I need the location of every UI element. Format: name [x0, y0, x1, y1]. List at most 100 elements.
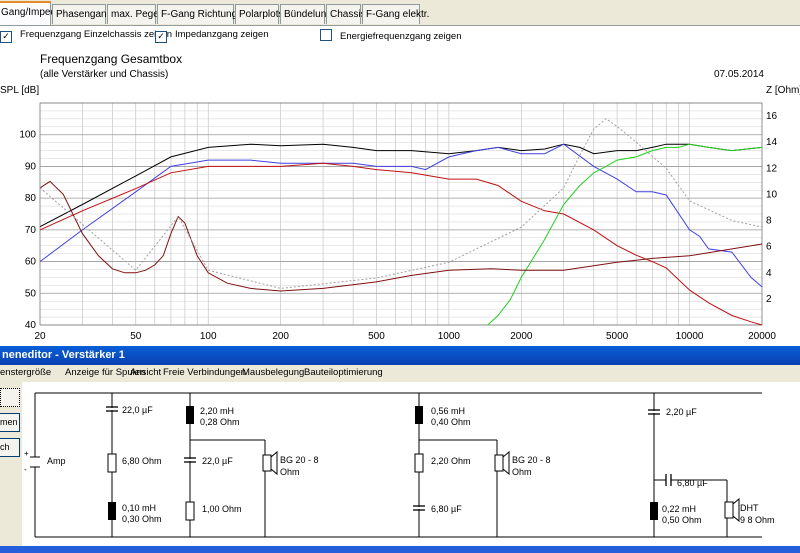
y2-tick-label: 2 — [766, 294, 772, 305]
y-tick-label: 90 — [25, 161, 37, 172]
series-line-bass2 — [39, 162, 763, 326]
circuit-wires — [30, 392, 762, 538]
chart-series — [39, 118, 763, 326]
capacitor-c1-gap — [108, 408, 116, 410]
checkbox-energiefrequenzgang-box[interactable] — [320, 29, 332, 41]
tab-f-gang-richtungen[interactable]: F-Gang Richtungen — [157, 4, 248, 24]
resistor-r3[interactable] — [414, 453, 424, 473]
driver2-name-label: BG 20 - 8 — [512, 455, 551, 465]
checkbox-energiefrequenzgang[interactable]: Energiefrequenzgang zeigen — [320, 29, 461, 42]
driver-dht[interactable] — [724, 497, 740, 523]
x-tick-label: 20000 — [748, 331, 776, 342]
r3-label: 2,20 Ohm — [431, 456, 471, 466]
c2-label: 22,0 µF — [202, 456, 233, 466]
tab-gang-imped[interactable]: Gang/Imped. — [0, 1, 59, 25]
capacitor-c2[interactable] — [184, 457, 196, 463]
checkbox-einzelchassis[interactable]: ✓ Frequenzgang Einzelchassis zeigen — [0, 29, 172, 43]
capacitor-c1[interactable] — [106, 406, 118, 412]
inductor-l4[interactable] — [650, 502, 658, 520]
editor-menu-bar: enstergröße Anzeige für Spulen Ansicht F… — [0, 365, 800, 381]
source-label: Amp — [47, 456, 66, 466]
capacitor-c4-gap — [650, 411, 658, 413]
side-button-3[interactable]: ch — [0, 438, 20, 457]
capacitor-c3-gap — [415, 507, 423, 509]
checkbox-einzelchassis-label: Frequenzgang Einzelchassis zeigen — [20, 29, 173, 40]
x-tick-label: 20 — [34, 331, 46, 342]
y-tick-label: 40 — [25, 320, 37, 331]
l2-resistance-label: 0,28 Ohm — [200, 417, 240, 427]
y2-axis-label: Z [Ohm] — [766, 85, 800, 96]
y-tick-label: 100 — [19, 130, 36, 141]
menu-fenstergroesse[interactable]: enstergröße — [0, 367, 52, 378]
tab-max-pegel[interactable]: max. Pegel — [107, 4, 161, 24]
source-minus: - — [24, 465, 27, 474]
driver-bg20-2[interactable] — [494, 450, 510, 476]
l4-value-label: 0,22 mH — [662, 504, 696, 514]
y2-tick-label: 8 — [766, 216, 772, 227]
source-plus: + — [24, 449, 29, 458]
resistor-r1[interactable] — [107, 453, 117, 473]
driver-bg20-1[interactable] — [262, 450, 278, 476]
side-button-2[interactable]: men — [0, 413, 20, 432]
menu-mausbelegung[interactable]: Mausbelegung — [242, 367, 305, 378]
menu-freie-verbindungen[interactable]: Freie Verbindungen — [163, 367, 246, 378]
plot-frame — [39, 102, 763, 326]
r2-label: 1,00 Ohm — [202, 504, 242, 514]
driver1-name-label: BG 20 - 8 — [280, 455, 319, 465]
tab-f-gang-elektr[interactable]: F-Gang elektr. — [362, 4, 429, 24]
inductor-l3[interactable] — [415, 406, 423, 424]
chart-date: 07.05.2014 — [714, 69, 764, 80]
checkbox-impedanzgang[interactable]: ✓ Impedanzgang zeigen — [155, 29, 269, 43]
tab-chassis[interactable]: Chassis — [326, 4, 366, 24]
capacitor-c4[interactable] — [648, 409, 660, 415]
checkbox-impedanzgang-label: Impedanzgang zeigen — [175, 29, 269, 40]
l1-resistance-label: 0,30 Ohm — [122, 514, 162, 524]
series-line-bass1 — [39, 143, 763, 288]
chart-title: Frequenzgang Gesamtbox — [40, 52, 182, 66]
checkbox-einzelchassis-box[interactable]: ✓ — [0, 31, 12, 43]
checkbox-impedanzgang-box[interactable]: ✓ — [155, 31, 167, 43]
l2-value-label: 2,20 mH — [200, 406, 234, 416]
chart-ticks: 20 50 100 200 500 1000 2000 5000 10000 20000 40 50 6… — [19, 111, 777, 342]
c3-label: 6,80 µF — [431, 504, 462, 514]
c1-label: 22,0 µF — [122, 405, 153, 415]
driver3-name-label: DHT — [740, 503, 759, 513]
driver2-impedance-label: Ohm — [512, 467, 532, 477]
x-tick-label: 2000 — [510, 331, 533, 342]
y2-tick-label: 4 — [766, 268, 772, 279]
menu-ansicht[interactable]: Ansicht — [130, 367, 162, 378]
capacitor-c3[interactable] — [413, 505, 425, 511]
l1-value-label: 0,10 mH — [122, 503, 156, 513]
series-line-impedance — [39, 180, 763, 292]
y2-tick-label: 14 — [766, 137, 778, 148]
driver3-impedance-label: 9 8 Ohm — [740, 515, 775, 525]
y-tick-label: 70 — [25, 225, 37, 236]
y-tick-label: 80 — [25, 193, 37, 204]
tab-phasengang[interactable]: Phasengang — [52, 4, 112, 24]
menu-anzeige-spulen[interactable]: Anzeige für Spulen — [65, 367, 146, 378]
side-button-1[interactable] — [0, 388, 20, 407]
chart-subtitle: (alle Verstärker und Chassis) — [40, 69, 168, 80]
options-bar: ✓ Frequenzgang Einzelchassis zeigen ✓ Impe… — [0, 26, 800, 46]
y2-tick-label: 6 — [766, 242, 772, 253]
inductor-l1[interactable] — [108, 502, 116, 520]
tab-buendelung[interactable]: Bündelung — [280, 4, 332, 24]
chart-grid — [39, 102, 763, 326]
y2-tick-label: 10 — [766, 189, 778, 200]
tab-bar: Gang/Imped. Phasengang max. Pegel F-Gang… — [0, 0, 800, 26]
c5-label: 6,80 µF — [677, 478, 708, 488]
menu-bauteiloptimierung[interactable]: Bauteiloptimierung — [304, 367, 383, 378]
tab-polarplots[interactable]: Polarplots — [235, 4, 283, 24]
x-tick-label: 500 — [368, 331, 385, 342]
circuit-canvas — [22, 382, 800, 546]
resistor-r2[interactable] — [185, 501, 195, 521]
series-line-tweeter — [487, 143, 763, 326]
x-tick-label: 200 — [272, 331, 289, 342]
l3-resistance-label: 0,40 Ohm — [431, 417, 471, 427]
y2-tick-label: 16 — [766, 111, 778, 122]
driver1-impedance-label: Ohm — [280, 467, 300, 477]
inductor-l2[interactable] — [186, 406, 194, 424]
editor-title-bar: neneditor - Verstärker 1 — [0, 346, 800, 365]
capacitor-c5[interactable] — [665, 474, 672, 486]
y2-tick-label: 12 — [766, 163, 778, 174]
